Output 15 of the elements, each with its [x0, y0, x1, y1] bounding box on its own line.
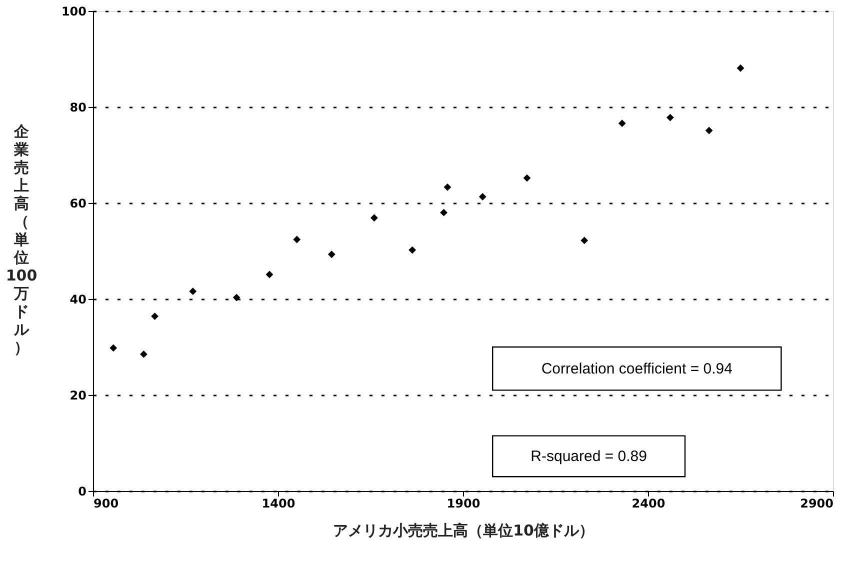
text: 企業売上高（単位100万ドル）	[6, 122, 38, 356]
annotation: Correlation coefficient = 0.94	[541, 360, 732, 378]
y-tick-label: 20	[70, 388, 86, 402]
y-tick-label: 80	[70, 100, 86, 114]
y-tick-label: 40	[70, 292, 86, 306]
y-tick-label: 60	[70, 196, 86, 210]
y-tick-label: 100	[61, 4, 86, 18]
x-tick-label: 1400	[262, 496, 296, 510]
x-tick-label: 900	[94, 496, 119, 510]
x-tick-label: 2400	[632, 496, 666, 510]
y-tick-label: 0	[78, 484, 86, 498]
annotation: R-squared = 0.89	[530, 448, 647, 466]
x-tick-label: 1900	[446, 496, 480, 510]
x-axis-title: アメリカ小売売上高（単位10億ドル）	[333, 522, 594, 540]
x-tick-label: 2900	[800, 496, 834, 510]
